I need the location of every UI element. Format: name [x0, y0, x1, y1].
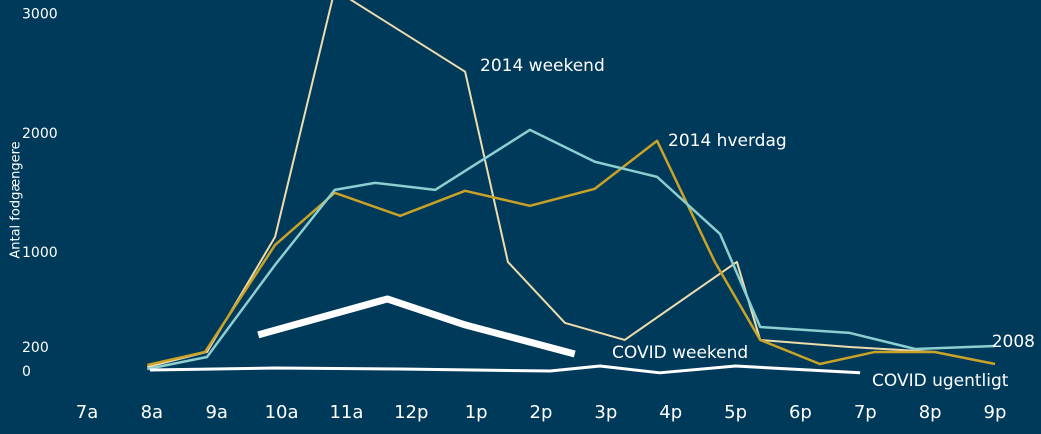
- x-tick-label: 10a: [265, 402, 299, 423]
- x-tick-label: 7a: [76, 402, 98, 423]
- series-label: 2014 weekend: [480, 56, 605, 76]
- series-line: [149, 364, 861, 375]
- series-label: COVID ugentligt: [872, 371, 1009, 391]
- series-label: COVID weekend: [612, 343, 748, 363]
- series-line: [147, 128, 996, 371]
- series-line: [147, 0, 996, 368]
- x-tick-label: 6p: [789, 402, 812, 423]
- y-tick-label: 1000: [22, 245, 58, 261]
- x-tick-label: 12p: [394, 402, 428, 423]
- x-tick-label: 1p: [465, 402, 488, 423]
- x-tick-label: 5p: [724, 402, 747, 423]
- y-tick-label: 200: [22, 340, 49, 356]
- x-tick-label: 8a: [141, 402, 163, 423]
- series-line: [147, 139, 996, 367]
- y-axis-label: Antal fodgængere: [9, 141, 24, 258]
- x-tick-label: 7p: [854, 402, 877, 423]
- series-line: [257, 295, 576, 358]
- x-tick-label: 8p: [919, 402, 942, 423]
- x-tick-label: 2p: [530, 402, 553, 423]
- y-tick-label: 3000: [22, 7, 58, 23]
- x-tick-label: 4p: [659, 402, 682, 423]
- x-tick-label: 9a: [205, 402, 227, 423]
- series-label: 2014 hverdag: [668, 131, 787, 151]
- x-tick-label: 9p: [984, 402, 1007, 423]
- x-tick-label: 3p: [594, 402, 617, 423]
- series-label: 2008: [992, 332, 1035, 352]
- y-tick-label: 2000: [22, 126, 58, 142]
- y-tick-label: 0: [22, 364, 31, 380]
- x-tick-label: 11a: [329, 402, 363, 423]
